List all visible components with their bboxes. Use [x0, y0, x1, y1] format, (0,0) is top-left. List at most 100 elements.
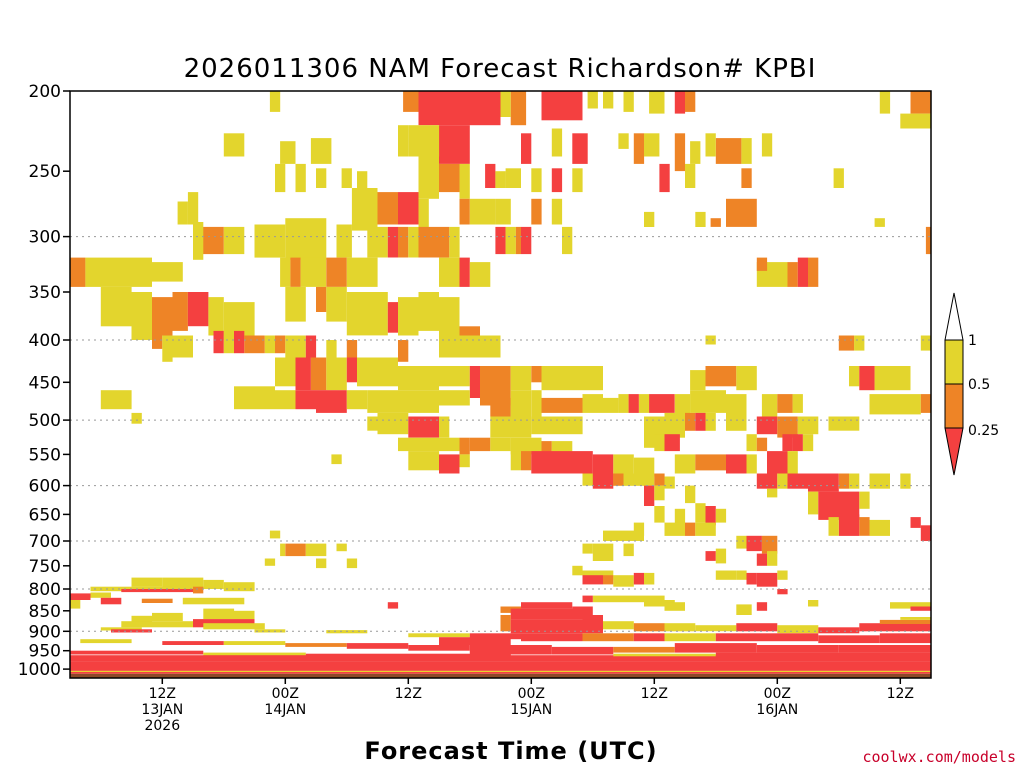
ri-cell-mid — [879, 91, 891, 114]
ri-cell-mid — [674, 508, 686, 526]
ri-cell-low — [705, 366, 737, 387]
ri-cell-low — [510, 91, 527, 126]
ri-cell-mid — [674, 394, 691, 417]
ri-cell-low — [613, 473, 624, 486]
ri-cell-mid — [269, 530, 281, 539]
ri-cell-mid — [203, 623, 265, 630]
ri-cell-low — [633, 623, 665, 632]
x-tick-label: 15JAN — [510, 702, 552, 718]
ri-cell-lowest — [521, 226, 532, 255]
ri-cell-low — [316, 286, 327, 312]
ri-cell-mid — [351, 188, 378, 231]
y-tick-label: 900 — [29, 622, 61, 642]
ri-cell-mid — [705, 335, 716, 345]
ri-cell-low — [152, 297, 173, 336]
ri-cell-mid — [490, 437, 511, 452]
ri-cell-mid — [505, 226, 516, 255]
ri-cell-low — [515, 226, 521, 255]
ri-cell-lowest — [664, 434, 680, 452]
ri-cell-mid — [541, 366, 603, 391]
ri-cell-mid — [828, 416, 860, 431]
legend-swatch-above-1 — [944, 292, 964, 341]
ri-cell-mid — [505, 168, 521, 188]
ri-cell-mid — [654, 485, 665, 501]
ri-cell-mid — [654, 434, 665, 452]
ri-cell-lowest — [695, 412, 706, 431]
ri-cell-lowest — [295, 357, 311, 391]
ri-cell-lowest — [387, 226, 399, 258]
ri-cell-low — [920, 394, 932, 413]
ri-cell-low — [715, 138, 742, 164]
ri-cell-mid — [131, 292, 152, 340]
ri-cell-lowest — [633, 572, 645, 585]
ri-cell-lowest — [551, 646, 614, 655]
ri-cell-lowest — [746, 535, 762, 552]
ri-cell-lowest — [234, 330, 245, 354]
ri-cell-mid — [172, 335, 193, 358]
y-tick-label: 300 — [29, 228, 61, 248]
x-tick-label: 00Z — [518, 686, 545, 702]
ri-cell-mid — [223, 133, 245, 157]
ri-cell-lowest — [756, 473, 778, 489]
x-tick-label: 16JAN — [756, 702, 798, 718]
ri-cell-lowest — [767, 451, 788, 474]
ri-cell-mid — [490, 416, 532, 438]
ri-cell-lowest — [920, 525, 932, 541]
ri-cell-mid — [690, 141, 701, 164]
ri-cell-mid — [613, 575, 634, 587]
ri-cell-mid — [203, 608, 235, 620]
ri-cell-mid — [398, 125, 409, 157]
ri-cell-mid — [70, 670, 931, 672]
ri-cell-lowest — [644, 485, 655, 506]
ri-cell-mid — [572, 565, 583, 576]
ri-cell-lowest — [838, 514, 860, 536]
ri-cell-mid — [705, 133, 716, 157]
ri-cell-mid — [777, 473, 788, 489]
ri-cell-low — [859, 517, 870, 536]
ri-cell-mid — [346, 257, 378, 287]
ri-cell-mid — [900, 113, 932, 129]
ri-cell-low — [403, 91, 419, 112]
ri-cell-mid — [761, 394, 778, 417]
ri-cell-low — [531, 366, 542, 383]
ri-cell-mid — [367, 416, 378, 431]
ri-cell-mid — [377, 412, 409, 435]
ri-cell-mid — [495, 171, 506, 188]
ri-cell-mid — [500, 91, 511, 117]
ri-cell-mid — [280, 257, 291, 287]
ri-cell-mid — [275, 390, 296, 410]
ri-cell-lowest — [70, 593, 91, 600]
ri-cell-mid — [869, 394, 921, 415]
ri-cell-mid — [833, 168, 844, 188]
ri-cell-mid — [408, 226, 419, 258]
ri-cell-mid — [777, 625, 819, 634]
ri-cell-mid — [808, 491, 819, 515]
ri-cell-mid — [695, 211, 706, 227]
ri-cell-lowest — [408, 645, 470, 651]
ri-cell-mid — [326, 286, 347, 322]
ri-cell-mid — [792, 394, 803, 413]
ri-cell-mid — [177, 201, 188, 225]
ri-cell-mid — [398, 437, 439, 452]
ri-cell-mid — [654, 506, 665, 523]
ri-cell-mid — [787, 451, 798, 474]
ri-cell-lowest — [531, 451, 593, 474]
ri-cell-mid — [613, 653, 716, 657]
ri-cell-mid — [649, 91, 665, 114]
ri-cell-low — [285, 543, 306, 557]
ri-cell-lowest — [674, 91, 686, 114]
ri-cell-mid — [849, 473, 860, 489]
ri-cell-mid — [808, 600, 819, 607]
ri-cell-mid — [644, 600, 675, 607]
ri-cell-lowest — [756, 572, 778, 587]
ri-cell-mid — [736, 570, 747, 580]
ri-cell-mid — [592, 543, 614, 561]
ri-cell-lowest — [756, 416, 778, 435]
ri-cell-lowest — [346, 643, 409, 649]
ri-cell-mid — [736, 366, 757, 391]
ri-cell-low — [70, 257, 86, 287]
ri-cell-mid — [152, 262, 183, 282]
ri-cell-mid — [100, 627, 142, 631]
ri-cell-lowest — [70, 672, 931, 674]
